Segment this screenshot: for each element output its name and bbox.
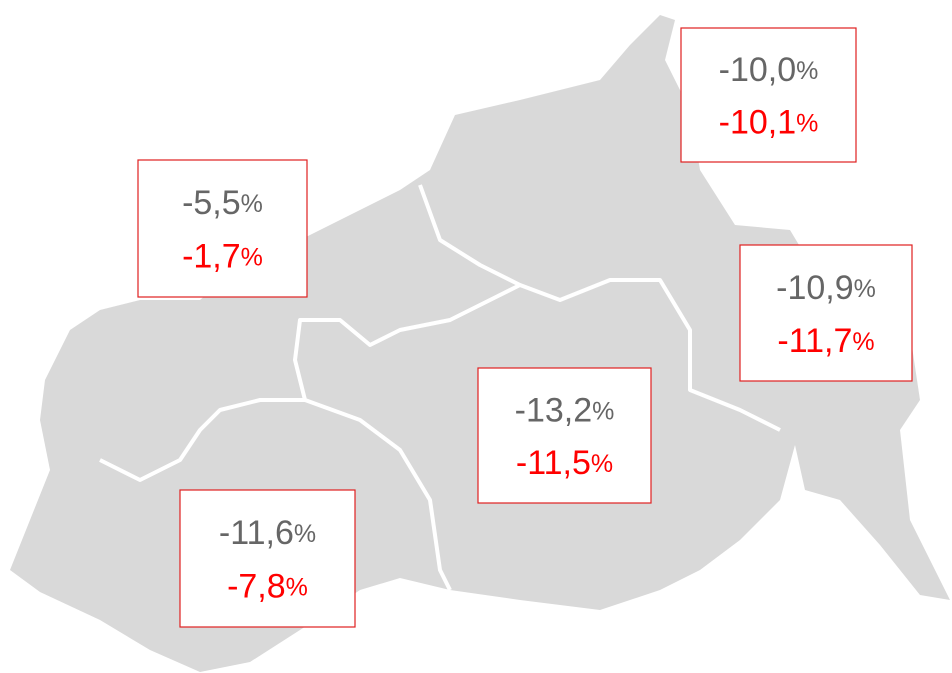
change-value: -11,7 xyxy=(777,322,852,360)
change-label: -11,7% xyxy=(777,322,874,360)
district-border xyxy=(418,184,781,432)
percent-sign: % xyxy=(286,573,308,601)
percent-sign: % xyxy=(294,520,316,548)
percent-sign: % xyxy=(854,274,876,302)
percent-sign: % xyxy=(852,328,874,356)
percent-sign: % xyxy=(592,397,614,425)
change-value: -13,2 xyxy=(515,392,593,430)
label-box xyxy=(179,489,356,628)
change-label: -1,7% xyxy=(182,238,263,276)
change-label: -10,0% xyxy=(719,51,819,89)
percent-sign: % xyxy=(796,57,818,85)
change-label: -11,5% xyxy=(516,444,613,482)
change-value: -11,5 xyxy=(516,444,591,482)
change-value: -10,1 xyxy=(719,103,797,141)
change-value: -10,0 xyxy=(719,51,797,89)
change-label: -5,5% xyxy=(182,184,263,222)
change-value: -10,9 xyxy=(776,269,854,307)
change-value: -1,7 xyxy=(182,238,241,276)
label-box xyxy=(680,27,857,163)
change-label: -11,6% xyxy=(219,514,316,552)
change-value: -11,6 xyxy=(219,514,294,552)
district-border xyxy=(99,398,305,482)
district-border xyxy=(293,283,521,591)
change-label: -7,8% xyxy=(227,568,308,606)
label-box xyxy=(137,159,308,298)
percent-sign: % xyxy=(241,190,263,218)
change-label: -10,9% xyxy=(776,269,876,307)
change-value: -5,5 xyxy=(182,184,241,222)
change-label: -10,1% xyxy=(719,103,819,141)
percent-sign: % xyxy=(591,450,613,478)
change-value: -7,8 xyxy=(227,568,286,606)
percent-sign: % xyxy=(796,109,818,137)
change-label: -13,2% xyxy=(515,392,615,430)
percent-sign: % xyxy=(241,243,263,271)
label-box xyxy=(477,367,652,504)
label-box xyxy=(739,244,913,382)
